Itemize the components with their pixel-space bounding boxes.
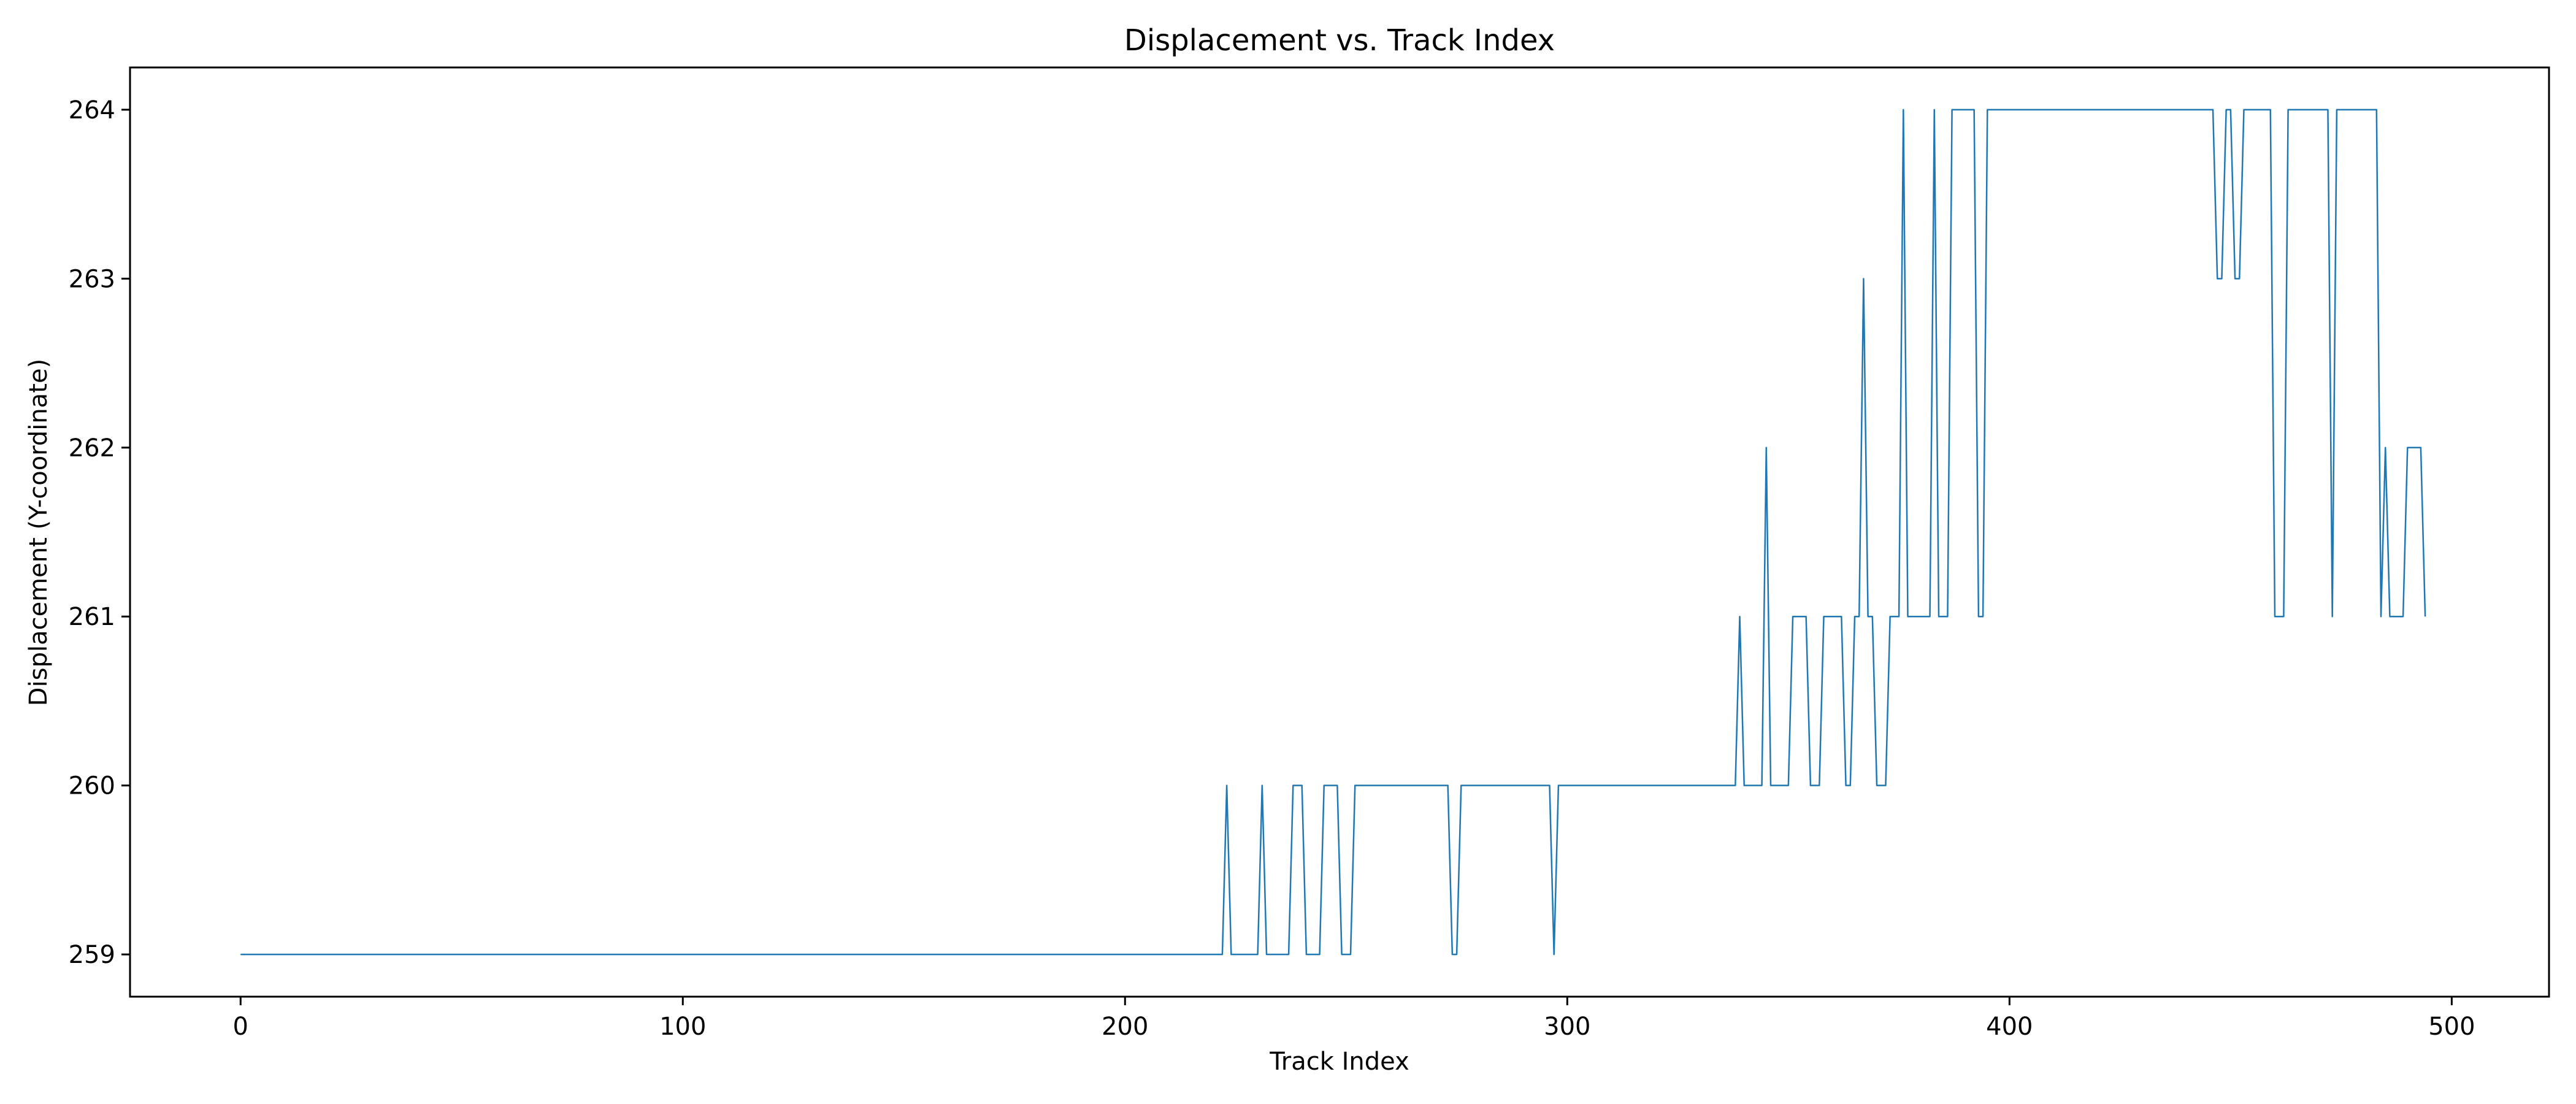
y-tick-label: 260 <box>69 772 115 800</box>
plot-frame <box>129 66 2550 998</box>
x-tick-label: 100 <box>659 1013 706 1041</box>
y-axis-label: Displacement (Y-coordinate) <box>25 359 53 706</box>
chart-title: Displacement vs. Track Index <box>1124 23 1555 58</box>
x-tick-label: 400 <box>1986 1013 2033 1041</box>
y-axis-ticks: 259 260 261 262 263 264 <box>69 96 130 969</box>
y-tick-label: 261 <box>69 603 115 631</box>
x-tick-label: 500 <box>2428 1013 2475 1041</box>
plot-area <box>240 109 2426 956</box>
y-tick-label: 264 <box>69 96 115 125</box>
x-axis-ticks: 0 100 200 300 400 500 <box>233 997 2475 1041</box>
x-tick-label: 0 <box>233 1013 248 1041</box>
series-line <box>240 109 2426 956</box>
x-tick-label: 300 <box>1544 1013 1590 1041</box>
y-tick-label: 263 <box>69 265 115 293</box>
y-tick-label: 262 <box>69 434 115 462</box>
x-axis-label: Track Index <box>1269 1048 1409 1076</box>
x-tick-label: 200 <box>1102 1013 1148 1041</box>
y-tick-label: 259 <box>69 941 115 969</box>
